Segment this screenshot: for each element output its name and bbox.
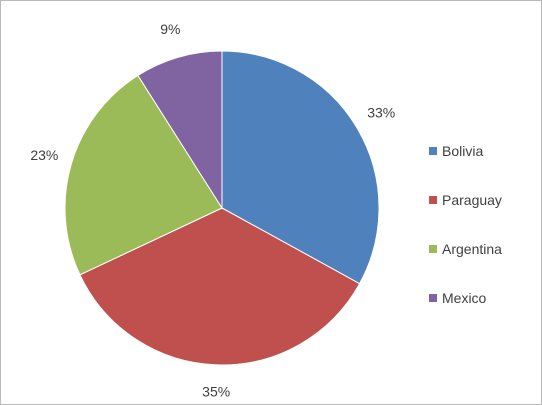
legend-item-argentina: Argentina — [429, 241, 539, 257]
pie-slice-bolivia — [221, 50, 380, 285]
pie-slice-paraguay — [79, 207, 361, 366]
legend-label-bolivia: Bolivia — [442, 143, 484, 159]
legend-item-paraguay: Paraguay — [429, 192, 539, 208]
legend-swatch-bolivia — [429, 147, 437, 155]
legend: Bolivia Paraguay Argentina Mexico — [429, 143, 539, 339]
legend-label-paraguay: Paraguay — [442, 192, 502, 208]
data-label-bolivia: 33% — [367, 105, 395, 121]
legend-label-argentina: Argentina — [442, 241, 502, 257]
legend-label-mexico: Mexico — [442, 290, 487, 306]
legend-item-bolivia: Bolivia — [429, 143, 539, 159]
data-label-mexico: 9% — [160, 21, 180, 37]
legend-swatch-argentina — [429, 245, 437, 253]
legend-swatch-paraguay — [429, 196, 437, 204]
data-label-paraguay: 35% — [202, 384, 230, 400]
pie-slice-mexico — [137, 50, 223, 210]
legend-swatch-mexico — [429, 294, 437, 302]
legend-item-mexico: Mexico — [429, 290, 539, 306]
pie-slice-argentina — [64, 74, 223, 276]
data-label-argentina: 23% — [30, 147, 58, 163]
